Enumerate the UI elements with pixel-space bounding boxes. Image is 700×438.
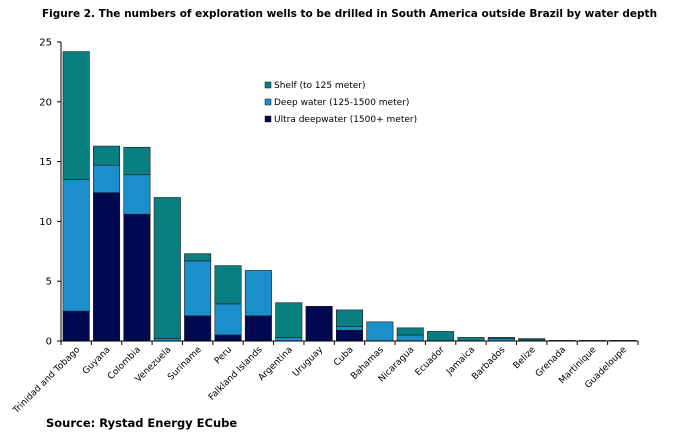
x-tick-label: Falkland Islands — [207, 345, 265, 403]
bar-segment — [123, 146, 151, 176]
legend-swatch — [264, 115, 272, 123]
bar-segment — [244, 270, 272, 317]
legend-swatch — [264, 81, 272, 89]
bar-segment — [184, 315, 212, 342]
source-note: Source: Rystad Energy ECube — [46, 416, 238, 430]
bar-segment — [123, 174, 151, 215]
bar-segment — [457, 337, 485, 342]
legend-label: Deep water (125-1500 meter) — [274, 98, 409, 108]
bar-segment — [214, 334, 242, 342]
x-tick-label: Cuba — [332, 345, 355, 368]
bar-segment — [487, 337, 515, 339]
chart-title: Figure 2. The numbers of exploration wel… — [42, 8, 658, 20]
bar-segment — [93, 145, 121, 166]
x-tick-label: Trinidad and Tobago — [11, 345, 83, 417]
bar-segment — [518, 338, 546, 341]
bar-segment — [427, 331, 455, 342]
legend-label: Shelf (to 125 meter) — [274, 81, 366, 91]
legend-swatch — [264, 98, 272, 106]
x-tick-label: Peru — [213, 345, 234, 366]
bar-segment — [366, 321, 394, 342]
bar-segment — [184, 253, 212, 262]
bar-segment — [275, 302, 303, 338]
y-tick-label: 20 — [39, 97, 52, 108]
legend: Shelf (to 125 meter) Deep water (125-1500… — [264, 81, 417, 125]
bar-segment — [335, 326, 364, 331]
bar-segment — [396, 334, 424, 342]
bars-layer — [62, 51, 637, 342]
bar-segment — [93, 192, 121, 342]
x-tick-label: Belize — [512, 345, 538, 371]
bar-segment — [335, 309, 364, 327]
bar-segment — [62, 179, 90, 312]
y-tick-label: 15 — [39, 157, 52, 168]
bar-segment — [214, 303, 242, 336]
bar-segment — [305, 306, 333, 342]
bar-segment — [62, 51, 90, 180]
x-tick-label: Suriname — [166, 345, 204, 383]
bar-segment — [184, 260, 212, 317]
x-tick-label: Barbados — [470, 345, 507, 382]
bar-segment — [335, 329, 364, 342]
x-tick-label: Uruguay — [291, 345, 326, 380]
bar-segment — [244, 315, 272, 342]
bar-segment — [275, 337, 303, 342]
y-tick-label: 5 — [46, 277, 52, 288]
legend-label: Ultra deepwater (1500+ meter) — [274, 115, 417, 125]
bar-segment — [396, 327, 424, 336]
y-tick-label: 10 — [39, 217, 52, 228]
bar-segment — [214, 265, 242, 305]
x-tick-label: Ecuador — [414, 345, 447, 378]
bar-segment — [123, 213, 151, 342]
bar-segment — [62, 310, 90, 342]
y-tick-label: 0 — [46, 337, 52, 348]
bar-segment — [93, 164, 121, 194]
bar-segment — [153, 197, 181, 339]
y-tick-label: 25 — [39, 38, 52, 49]
